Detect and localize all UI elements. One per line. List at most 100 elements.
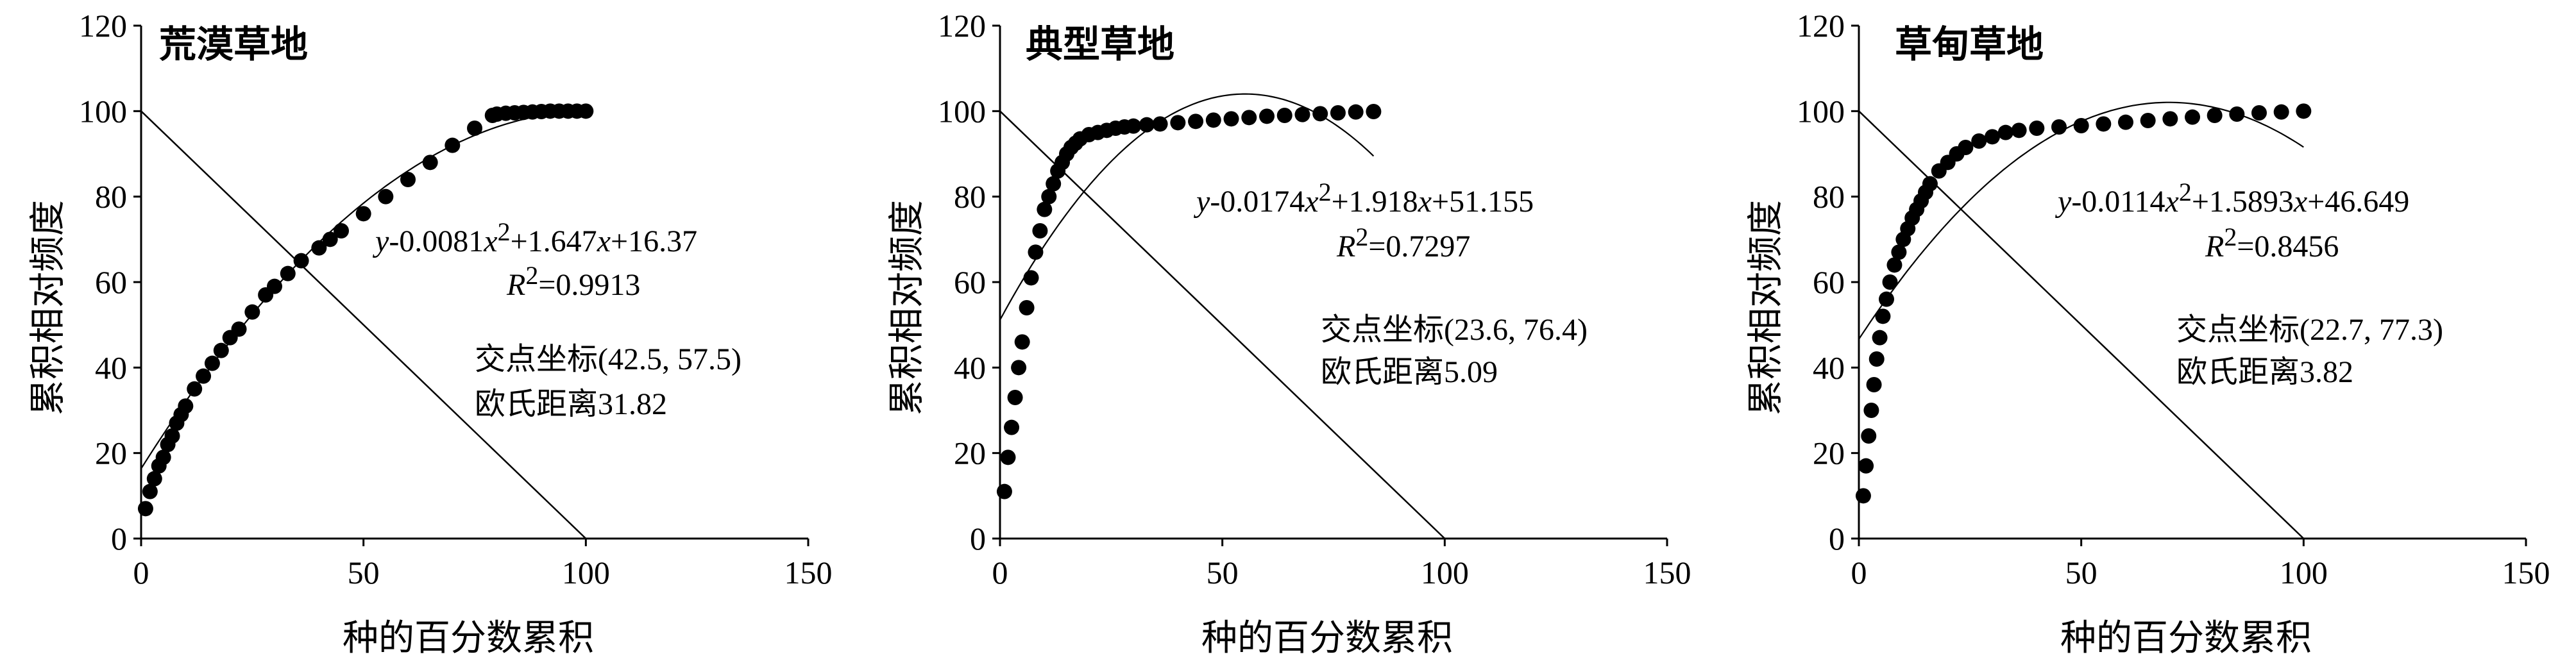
y-tick-label: 80 — [95, 179, 127, 215]
x-tick-label: 50 — [2065, 555, 2097, 590]
data-point — [1152, 116, 1168, 132]
chart-svg-meadow: 0 20 40 60 80 100 120 0 50 100 150 — [1797, 8, 2550, 590]
data-point — [2273, 104, 2289, 120]
fit-curve — [999, 93, 1375, 321]
y-tick-label: 60 — [95, 264, 127, 300]
data-point — [267, 278, 282, 294]
y-tick-label: 80 — [954, 179, 986, 215]
data-point — [2029, 121, 2045, 136]
y-tick-label: 0 — [1829, 521, 1845, 556]
data-point — [196, 368, 212, 384]
data-point — [1188, 113, 1204, 130]
data-point — [1875, 308, 1891, 324]
data-point — [378, 188, 394, 205]
data-point — [142, 483, 158, 499]
data-point — [311, 240, 327, 256]
x-tick-label: 50 — [1207, 555, 1239, 590]
data-point — [1028, 244, 1044, 260]
intersection-label: 交点坐标(23.6, 76.4) — [1321, 312, 1588, 347]
data-point — [1032, 223, 1048, 238]
data-point — [1866, 377, 1882, 392]
x-tick-label: 100 — [1421, 555, 1469, 590]
data-point — [1872, 330, 1888, 346]
panel-title: 典型草地 — [1026, 22, 1175, 66]
data-point — [1223, 111, 1239, 127]
data-point — [2118, 114, 2133, 130]
data-point — [1205, 112, 1221, 128]
chart-panel-desert: 0 20 40 60 80 100 120 0 50 100 150 累积相对频度 种的百分数累积 … — [0, 0, 859, 660]
panel-title: 荒漠草地 — [159, 22, 309, 66]
data-point — [1046, 176, 1062, 192]
x-tick-label: 100 — [2280, 555, 2328, 590]
data-point — [1139, 117, 1155, 133]
data-point — [213, 342, 229, 358]
data-point — [2140, 113, 2156, 128]
chart-panel-typical: 0 20 40 60 80 100 120 0 50 100 150 累积相对频度 种的百分数累积 … — [859, 0, 1718, 660]
x-tick-label: 0 — [992, 555, 1008, 590]
data-point — [2185, 109, 2200, 125]
distance-label: 欧氏距离3.82 — [2176, 354, 2354, 390]
r-squared-label: R2=0.7297 — [1337, 222, 1471, 264]
data-point — [1348, 104, 1364, 120]
y-tick-label: 100 — [79, 93, 127, 129]
y-tick-label: 0 — [970, 521, 986, 556]
data-point — [1000, 449, 1016, 465]
y-tick-label: 80 — [1813, 179, 1845, 215]
data-point — [1037, 201, 1053, 217]
data-point — [2011, 122, 2027, 138]
x-tick-label: 0 — [133, 555, 149, 590]
data-point — [1366, 104, 1382, 119]
fit-equation: y-0.0174x2+1.918x+51.155 — [1196, 178, 1534, 219]
x-tick-label: 50 — [348, 555, 380, 590]
data-point — [1019, 300, 1035, 315]
diagonal-line — [999, 110, 1446, 539]
data-point — [1861, 428, 1877, 444]
data-point — [2096, 116, 2112, 132]
x-tick-label: 100 — [562, 555, 610, 590]
r-squared-label: R2=0.9913 — [507, 261, 641, 302]
data-point — [1126, 118, 1141, 134]
data-point — [1886, 257, 1902, 273]
data-point — [996, 483, 1012, 499]
data-point — [178, 398, 194, 414]
data-point — [1312, 106, 1328, 122]
data-point — [1985, 129, 2000, 145]
distance-label: 欧氏距离31.82 — [475, 386, 668, 422]
data-point — [204, 355, 220, 371]
fit-equation: y-0.0081x2+1.647x+16.37 — [375, 217, 698, 258]
fit-equation: y-0.0114x2+1.5893x+46.649 — [2058, 178, 2410, 219]
data-point — [2162, 111, 2178, 127]
y-tick-label: 120 — [79, 8, 127, 44]
data-point — [1023, 270, 1039, 286]
data-point — [1241, 110, 1257, 126]
data-point — [1855, 488, 1871, 504]
data-point — [1004, 419, 1020, 435]
data-point — [1011, 360, 1027, 376]
y-tick-label: 100 — [938, 93, 986, 129]
data-point — [2296, 103, 2312, 119]
data-point — [1882, 274, 1898, 290]
data-point — [231, 321, 247, 337]
y-axis-label: 累积相对频度 — [27, 200, 69, 415]
data-point — [137, 501, 153, 517]
diagonal-line — [140, 110, 587, 539]
data-point — [334, 223, 349, 238]
data-point — [1276, 108, 1292, 123]
y-tick-label: 60 — [954, 264, 986, 300]
y-tick-label: 40 — [95, 349, 127, 385]
data-point — [578, 103, 594, 119]
panel-title: 草甸草地 — [1895, 22, 2044, 66]
data-point — [1170, 115, 1186, 131]
data-point — [1330, 105, 1346, 121]
data-point — [1922, 176, 1938, 192]
y-tick-label: 40 — [954, 349, 986, 385]
x-tick-label: 0 — [1851, 555, 1867, 590]
data-point — [2229, 106, 2245, 122]
y-tick-label: 20 — [954, 435, 986, 471]
chart-panel-meadow: 0 20 40 60 80 100 120 0 50 100 150 累积相对频度 种的百分数累积 … — [1718, 0, 2576, 660]
r-squared-label: R2=0.8456 — [2205, 222, 2339, 264]
y-tick-label: 120 — [1797, 8, 1845, 44]
data-point — [1259, 108, 1275, 124]
data-point — [2207, 108, 2223, 123]
distance-label: 欧氏距离5.09 — [1321, 354, 1498, 390]
